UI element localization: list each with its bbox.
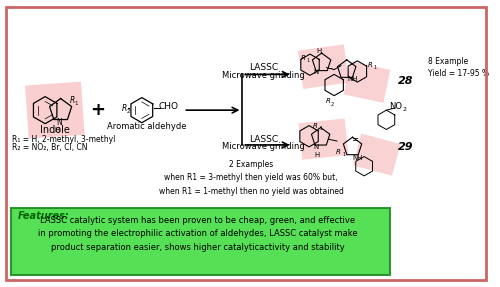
Polygon shape bbox=[353, 133, 401, 176]
Text: R₂ = NO₂, Br, Cl, CN: R₂ = NO₂, Br, Cl, CN bbox=[12, 143, 88, 152]
Text: 1: 1 bbox=[342, 152, 345, 157]
Text: N: N bbox=[56, 118, 62, 127]
Text: 1: 1 bbox=[319, 126, 322, 131]
Text: +: + bbox=[90, 101, 105, 119]
Text: R: R bbox=[312, 123, 318, 129]
Text: R: R bbox=[368, 62, 373, 68]
Text: R₁ = H, 2-methyl, 3-methyl: R₁ = H, 2-methyl, 3-methyl bbox=[12, 135, 116, 144]
Text: ·: · bbox=[330, 65, 333, 75]
Text: N: N bbox=[313, 69, 318, 75]
Text: NH: NH bbox=[352, 154, 362, 160]
Polygon shape bbox=[298, 119, 348, 160]
Text: R: R bbox=[122, 104, 127, 113]
Text: R: R bbox=[326, 98, 331, 104]
Text: 1: 1 bbox=[306, 58, 310, 63]
Text: 8 Example
Yield = 17-95 %: 8 Example Yield = 17-95 % bbox=[428, 57, 489, 78]
FancyBboxPatch shape bbox=[12, 208, 390, 276]
Text: CHO: CHO bbox=[159, 102, 179, 111]
Text: R: R bbox=[300, 55, 305, 61]
Text: =: = bbox=[351, 135, 358, 144]
Polygon shape bbox=[25, 82, 84, 139]
Text: Microwave grinding: Microwave grinding bbox=[222, 142, 305, 151]
Text: 2: 2 bbox=[402, 107, 406, 112]
Text: 29: 29 bbox=[398, 142, 413, 152]
Text: R: R bbox=[336, 149, 340, 155]
Text: R: R bbox=[70, 96, 75, 105]
Text: Aromatic aldehyde: Aromatic aldehyde bbox=[107, 122, 186, 131]
Text: H: H bbox=[316, 48, 322, 54]
Text: 2 Examples
when R1 = 3-methyl then yield was 60% but,
when R1 = 1-methyl then no: 2 Examples when R1 = 3-methyl then yield… bbox=[158, 160, 344, 195]
Text: 2: 2 bbox=[126, 108, 130, 114]
Text: 1: 1 bbox=[74, 101, 78, 106]
Text: H: H bbox=[314, 152, 320, 158]
Text: Indole: Indole bbox=[40, 125, 70, 135]
Text: 28: 28 bbox=[398, 76, 413, 86]
Text: Microwave grinding: Microwave grinding bbox=[222, 71, 305, 80]
Text: NH: NH bbox=[348, 76, 358, 82]
Text: Features:: Features: bbox=[18, 212, 70, 222]
Text: 1: 1 bbox=[374, 65, 377, 70]
Text: H: H bbox=[54, 127, 60, 133]
Polygon shape bbox=[344, 61, 390, 103]
Text: 2: 2 bbox=[330, 102, 334, 107]
Text: LASSC: LASSC bbox=[249, 135, 278, 144]
Text: NO: NO bbox=[390, 102, 402, 111]
Text: LASSC catalytic system has been proven to be cheap, green, and effective
in prom: LASSC catalytic system has been proven t… bbox=[38, 216, 358, 252]
Text: N: N bbox=[313, 144, 318, 150]
Text: LASSC: LASSC bbox=[249, 63, 278, 72]
Polygon shape bbox=[298, 44, 349, 89]
